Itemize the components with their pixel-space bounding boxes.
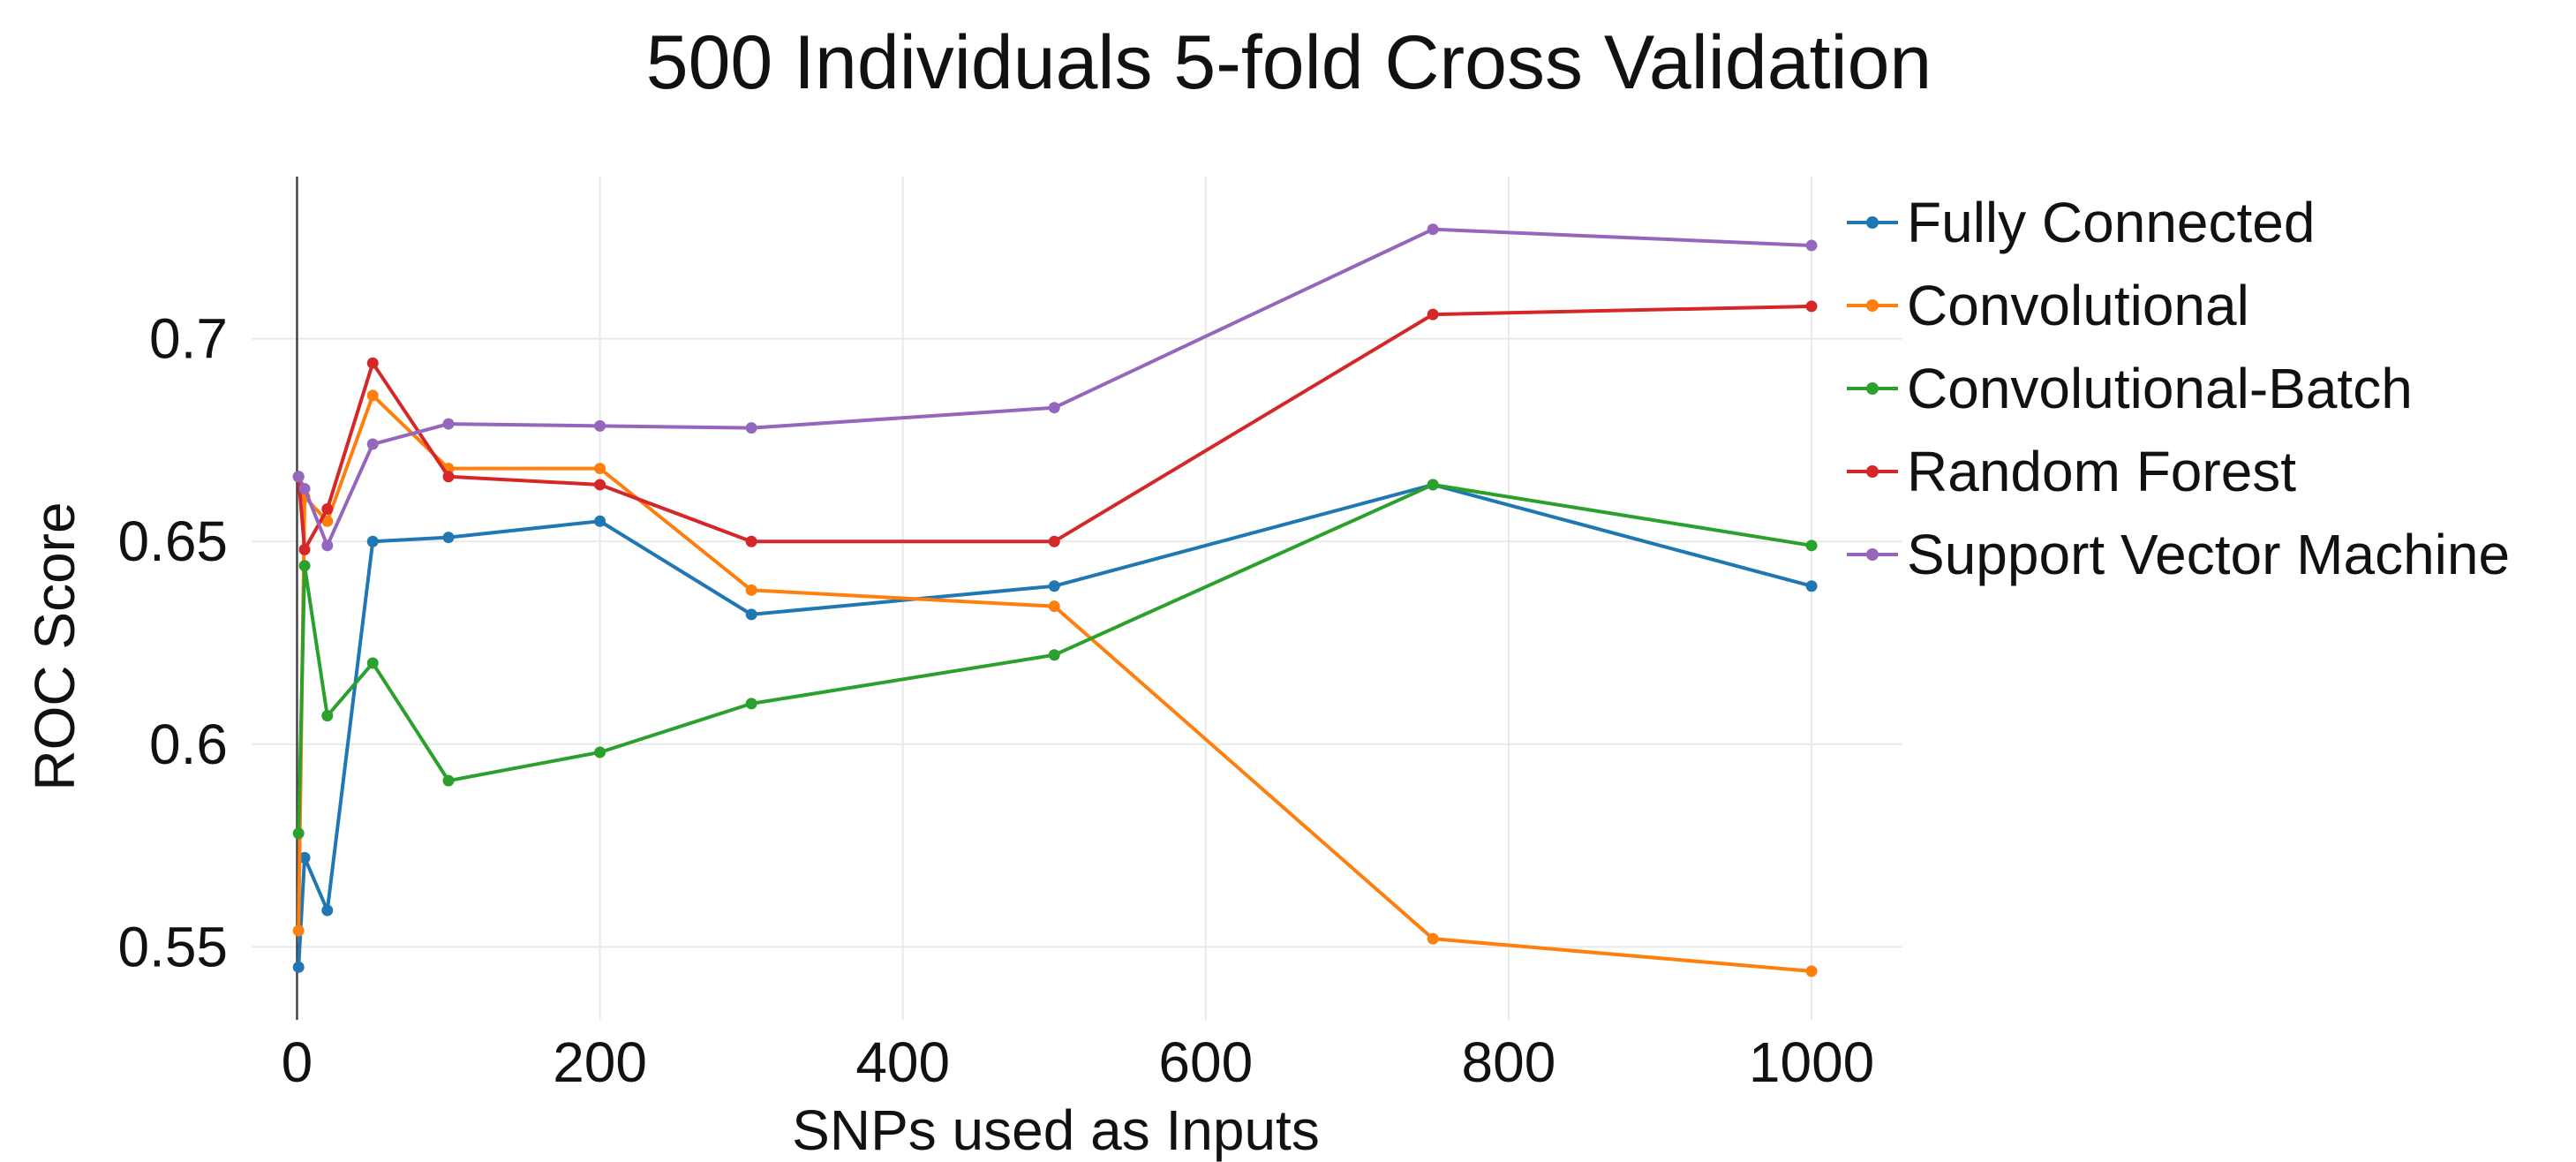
data-point: [1805, 580, 1818, 592]
legend-swatch-marker: [1866, 465, 1879, 478]
data-point: [1048, 535, 1060, 547]
data-point: [321, 502, 334, 515]
data-point: [366, 535, 379, 547]
data-point: [442, 471, 455, 483]
x-tick-label: 1000: [1749, 1030, 1874, 1094]
data-point: [745, 608, 757, 621]
series-0: [292, 479, 1818, 973]
legend-label: Convolutional: [1907, 274, 2249, 337]
legend-swatch-marker: [1866, 216, 1879, 229]
x-tick-label: 0: [282, 1030, 313, 1094]
legend-item: Fully Connected: [1847, 191, 2315, 254]
data-point: [321, 710, 334, 722]
chart-title: 500 Individuals 5-fold Cross Validation: [646, 20, 1932, 105]
x-tick-label: 200: [553, 1030, 647, 1094]
data-point: [745, 422, 757, 434]
data-point: [298, 483, 311, 495]
y-tick-label: 0.7: [149, 307, 228, 371]
x-axis-label: SNPs used as Inputs: [792, 1098, 1320, 1162]
legend-swatch-marker: [1866, 548, 1879, 561]
data-point: [321, 515, 334, 527]
data-point: [1427, 223, 1439, 236]
data-point: [1427, 479, 1439, 491]
data-point: [594, 515, 606, 527]
data-point: [292, 961, 305, 973]
data-point: [366, 657, 379, 669]
data-point: [594, 419, 606, 432]
legend-item: Support Vector Machine: [1847, 523, 2510, 586]
series-line: [297, 304, 1812, 552]
data-point: [366, 357, 379, 369]
data-point: [442, 774, 455, 787]
x-tick-label: 600: [1158, 1030, 1253, 1094]
series-lines: [292, 223, 1818, 977]
data-point: [1805, 239, 1818, 252]
data-point: [292, 924, 305, 937]
data-point: [442, 532, 455, 544]
data-point: [1805, 300, 1818, 313]
series-line: [297, 482, 1812, 968]
data-point: [1427, 308, 1439, 321]
data-point: [1048, 649, 1060, 661]
data-point: [1048, 580, 1060, 592]
data-point: [1805, 965, 1818, 977]
data-point: [745, 535, 757, 547]
data-point: [745, 584, 757, 596]
legend-item: Convolutional-Batch: [1847, 357, 2413, 420]
tick-labels: 0 200 400 600 800 1000 0.55 0.6 0.65 0.7: [117, 307, 1874, 1094]
data-point: [1048, 600, 1060, 613]
legend: Fully Connected Convolutional Convolutiona…: [1847, 191, 2510, 586]
series-2: [292, 479, 1818, 840]
data-point: [594, 746, 606, 758]
legend-label: Support Vector Machine: [1907, 523, 2510, 586]
legend-label: Fully Connected: [1907, 191, 2315, 254]
x-tick-label: 400: [855, 1030, 950, 1094]
data-point: [1427, 932, 1439, 945]
legend-swatch-marker: [1866, 299, 1879, 312]
data-point: [298, 543, 311, 555]
data-point: [298, 560, 311, 572]
y-axis-label: ROC Score: [23, 502, 87, 790]
data-point: [366, 438, 379, 450]
x-tick-label: 800: [1462, 1030, 1556, 1094]
legend-label: Convolutional-Batch: [1907, 357, 2413, 420]
series-line: [297, 482, 1812, 834]
legend-swatch-marker: [1866, 382, 1879, 395]
data-point: [1048, 402, 1060, 414]
data-point: [292, 471, 305, 483]
data-point: [745, 698, 757, 710]
data-point: [594, 463, 606, 475]
data-point: [442, 418, 455, 430]
data-point: [292, 827, 305, 840]
legend-item: Convolutional: [1847, 274, 2249, 337]
legend-label: Random Forest: [1907, 440, 2296, 503]
y-tick-label: 0.6: [149, 713, 228, 776]
data-point: [1805, 540, 1818, 552]
series-line: [297, 393, 1812, 973]
y-tick-label: 0.65: [117, 509, 228, 573]
data-point: [366, 389, 379, 402]
series-1: [292, 389, 1818, 977]
grid-lines: [252, 177, 1902, 1020]
y-tick-label: 0.55: [117, 915, 228, 978]
data-point: [321, 540, 334, 552]
data-point: [594, 479, 606, 491]
data-point: [298, 851, 311, 864]
data-point: [321, 904, 334, 917]
legend-item: Random Forest: [1847, 440, 2296, 503]
series-4: [292, 223, 1818, 552]
series-line: [297, 227, 1812, 547]
